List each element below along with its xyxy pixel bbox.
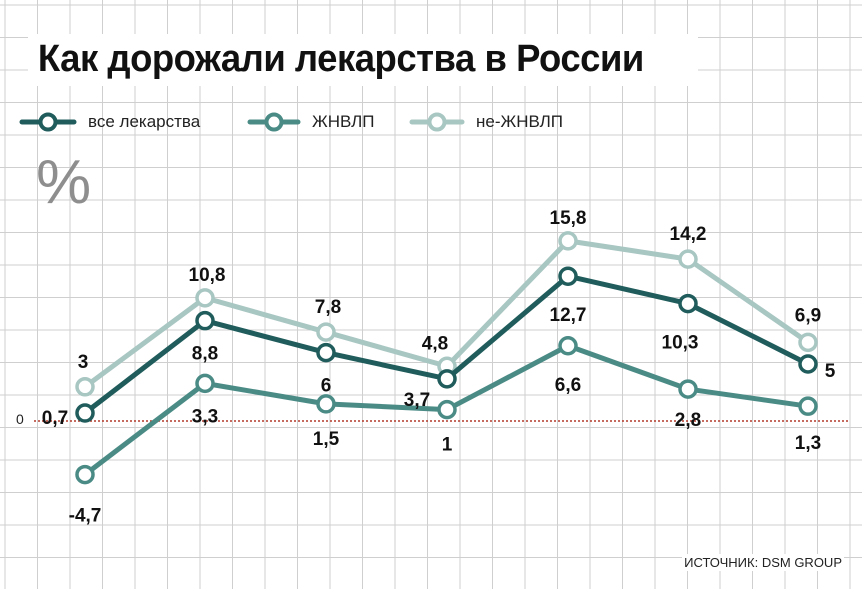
- legend-markers: [19, 112, 465, 132]
- point-all-6: [678, 293, 698, 314]
- point-zhnvlp-3: [316, 394, 336, 414]
- point-all-3: [316, 342, 336, 363]
- series-layer: [75, 231, 818, 485]
- legend-marker-ne-zhnvlp-dot: [427, 112, 447, 132]
- data-label-all-3: 6: [321, 376, 332, 397]
- point-all-2: [195, 310, 215, 331]
- point-zhnvlp-5: [558, 336, 578, 356]
- point-all-7: [798, 354, 818, 374]
- data-labels: 0,7 8,8 6 3,7 12,7 10,3 5 -4,7 3,3 1,5 1 6,6 2,8 1,3 3…: [42, 208, 836, 527]
- point-ne-zhnvlp-2: [195, 288, 215, 308]
- point-all-5: [558, 266, 578, 286]
- point-zhnvlp-4: [437, 399, 457, 420]
- point-ne-zhnvlp-7: [798, 332, 818, 353]
- y-tick-zero: 0: [16, 411, 24, 427]
- point-zhnvlp-1: [75, 464, 95, 485]
- point-zhnvlp-6: [678, 379, 698, 399]
- point-zhnvlp-7: [798, 396, 818, 416]
- data-label-all-5: 12,7: [550, 305, 587, 326]
- point-zhnvlp-2: [195, 373, 215, 394]
- data-label-all-4: 3,7: [404, 390, 430, 411]
- data-label-ne-zhnvlp-1: 3: [78, 352, 89, 373]
- data-label-zhnvlp-4: 1: [442, 435, 453, 456]
- data-label-all-7: 5: [825, 361, 836, 382]
- data-label-zhnvlp-3: 1,5: [313, 429, 340, 450]
- data-label-ne-zhnvlp-3: 7,8: [315, 297, 341, 318]
- data-label-zhnvlp-5: 6,6: [555, 375, 581, 396]
- point-ne-zhnvlp-1: [75, 377, 95, 397]
- legend-label-all: все лекарства: [88, 112, 201, 131]
- data-label-ne-zhnvlp-5: 15,8: [550, 208, 587, 229]
- data-label-zhnvlp-6: 2,8: [675, 410, 701, 431]
- chart-title: Как дорожали лекарства в России: [36, 36, 650, 84]
- point-all-1: [75, 403, 95, 423]
- data-label-zhnvlp-1: -4,7: [69, 506, 102, 527]
- data-label-ne-zhnvlp-2: 10,8: [189, 265, 226, 286]
- legend-marker-zhnvlp-dot: [264, 112, 284, 132]
- legend-label-zhnvlp: ЖНВЛП: [312, 112, 375, 131]
- data-label-zhnvlp-2: 3,3: [192, 406, 218, 427]
- legend-label-ne-zhnvlp: не-ЖНВЛП: [476, 112, 564, 131]
- point-ne-zhnvlp-5: [558, 231, 578, 251]
- data-label-ne-zhnvlp-6: 14,2: [670, 224, 707, 245]
- point-all-4: [437, 369, 457, 389]
- data-label-zhnvlp-7: 1,3: [795, 433, 821, 454]
- percent-unit-label: %: [36, 148, 92, 217]
- data-label-all-6: 10,3: [662, 333, 699, 354]
- point-ne-zhnvlp-3: [316, 322, 336, 342]
- data-label-all-1: 0,7: [42, 408, 68, 429]
- data-label-all-2: 8,8: [192, 344, 218, 365]
- point-ne-zhnvlp-6: [678, 249, 698, 269]
- data-label-ne-zhnvlp-4: 4,8: [422, 333, 448, 354]
- data-label-ne-zhnvlp-7: 6,9: [795, 305, 821, 326]
- source-note: ИСТОЧНИК: DSM GROUP: [682, 554, 844, 571]
- legend-marker-all-dot: [38, 112, 58, 132]
